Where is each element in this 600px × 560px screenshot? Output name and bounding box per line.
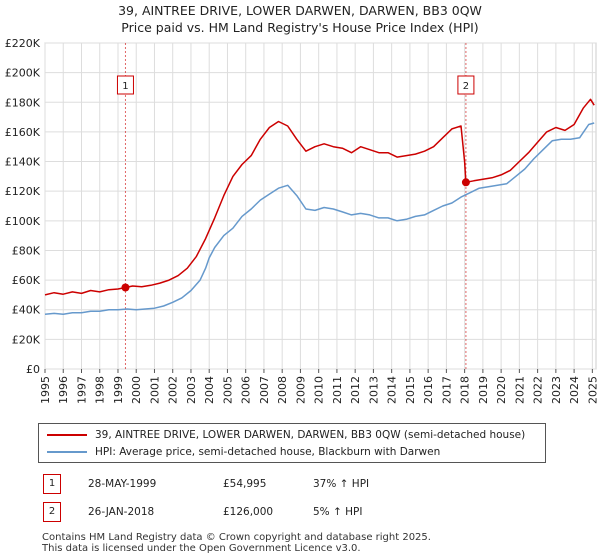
x-tick-label: 2020 xyxy=(495,376,508,404)
y-tick-label: £20K xyxy=(12,333,41,346)
hpi-line xyxy=(44,122,595,315)
y-tick-label: £80K xyxy=(12,244,41,257)
sale-price-2: £126,000 xyxy=(223,506,274,518)
x-tick-label: 2000 xyxy=(130,376,143,404)
x-tick-label: 2007 xyxy=(258,376,271,404)
series xyxy=(44,98,595,315)
x-tick-label: 2021 xyxy=(513,376,526,404)
sale-point-1 xyxy=(121,283,130,292)
grid xyxy=(44,42,596,370)
y-tick-label: £0 xyxy=(26,363,40,376)
y-tick-label: £160K xyxy=(5,126,41,139)
x-tick-label: 2012 xyxy=(349,376,362,404)
sale-label-1: 1 xyxy=(122,81,128,92)
sale-label-2: 2 xyxy=(463,81,469,92)
y-tick-label: £180K xyxy=(5,96,41,109)
x-tick-label: 2010 xyxy=(313,376,326,404)
x-tick-label: 2024 xyxy=(568,376,581,404)
axes: £0 £20K £40K £60K £80K £100K £120K £140K £160K £1… xyxy=(5,37,600,404)
x-tick-label: 2017 xyxy=(440,376,453,404)
y-tick-label: £140K xyxy=(5,156,41,169)
sale-label-box-1 xyxy=(116,75,134,95)
chart-title-line2: Price paid vs. HM Land Registry's House … xyxy=(121,20,479,35)
x-tick-label: 2015 xyxy=(404,376,417,404)
x-tick-label: 2005 xyxy=(221,376,234,404)
chart-title: 39, AINTREE DRIVE, LOWER DARWEN, DARWEN,… xyxy=(0,2,600,36)
x-tick-label: 2014 xyxy=(386,376,399,404)
x-tick-label: 2004 xyxy=(203,376,216,404)
legend-swatch-hpi xyxy=(47,451,87,453)
x-tick-label: 1997 xyxy=(75,376,88,404)
plot-area xyxy=(44,42,597,370)
x-tick-label: 2008 xyxy=(276,376,289,404)
x-tick-label: 2013 xyxy=(367,376,380,404)
y-tick-label: £220K xyxy=(5,37,41,50)
x-tick-label: 2018 xyxy=(459,376,472,404)
x-tick-label: 2011 xyxy=(331,376,344,404)
x-tick-label: 2025 xyxy=(586,376,599,404)
x-tick-label: 2006 xyxy=(240,376,253,404)
footer-line1: Contains HM Land Registry data © Crown c… xyxy=(42,532,431,543)
x-tick-label: 1996 xyxy=(57,376,70,404)
sale-badge-2: 2 xyxy=(43,502,61,522)
sale-hpi-1: 37% ↑ HPI xyxy=(313,478,370,490)
chart-title-line1: 39, AINTREE DRIVE, LOWER DARWEN, DARWEN,… xyxy=(118,3,482,18)
x-tick-label: 2003 xyxy=(185,376,198,404)
sale-price-1: £54,995 xyxy=(223,478,267,490)
x-tick-label: 2002 xyxy=(167,376,180,404)
legend-label-hpi: HPI: Average price, semi-detached house,… xyxy=(95,446,441,458)
x-tick-label: 1999 xyxy=(112,376,125,404)
x-tick-label: 2009 xyxy=(294,376,307,404)
x-tick-label: 2001 xyxy=(148,376,161,404)
legend: 39, AINTREE DRIVE, LOWER DARWEN, DARWEN,… xyxy=(38,423,546,463)
legend-swatch-property xyxy=(47,434,87,436)
legend-item-property: 39, AINTREE DRIVE, LOWER DARWEN, DARWEN,… xyxy=(47,427,525,443)
y-tick-label: £100K xyxy=(5,215,41,228)
footer-line2: This data is licensed under the Open Gov… xyxy=(42,543,361,554)
y-tick-label: £120K xyxy=(5,185,41,198)
x-tick-label: 2022 xyxy=(532,376,545,404)
legend-item-hpi: HPI: Average price, semi-detached house,… xyxy=(47,444,440,460)
sale-label-box-2 xyxy=(457,75,475,95)
legend-label-property: 39, AINTREE DRIVE, LOWER DARWEN, DARWEN,… xyxy=(95,429,526,441)
y-tick-label: £200K xyxy=(5,67,41,80)
sale-row-2: 2 26-JAN-2018 £126,000 5% ↑ HPI xyxy=(43,502,563,522)
sale-row-1: 1 28-MAY-1999 £54,995 37% ↑ HPI xyxy=(43,474,563,494)
y-tick-label: £60K xyxy=(12,274,41,287)
property-price-line xyxy=(44,98,595,296)
sale-date-1: 28-MAY-1999 xyxy=(88,478,157,490)
x-tick-label: 2019 xyxy=(477,376,490,404)
y-tick-label: £40K xyxy=(12,304,41,317)
x-tick-label: 1998 xyxy=(94,376,107,404)
x-tick-label: 1995 xyxy=(39,376,52,404)
sale-hpi-2: 5% ↑ HPI xyxy=(313,506,363,518)
sale-date-2: 26-JAN-2018 xyxy=(88,506,155,518)
sale-point-2 xyxy=(461,178,470,187)
footer: Contains HM Land Registry data © Crown c… xyxy=(42,532,431,554)
x-tick-label: 2023 xyxy=(550,376,563,404)
x-tick-label: 2016 xyxy=(422,376,435,404)
sale-badge-1: 1 xyxy=(43,474,61,494)
